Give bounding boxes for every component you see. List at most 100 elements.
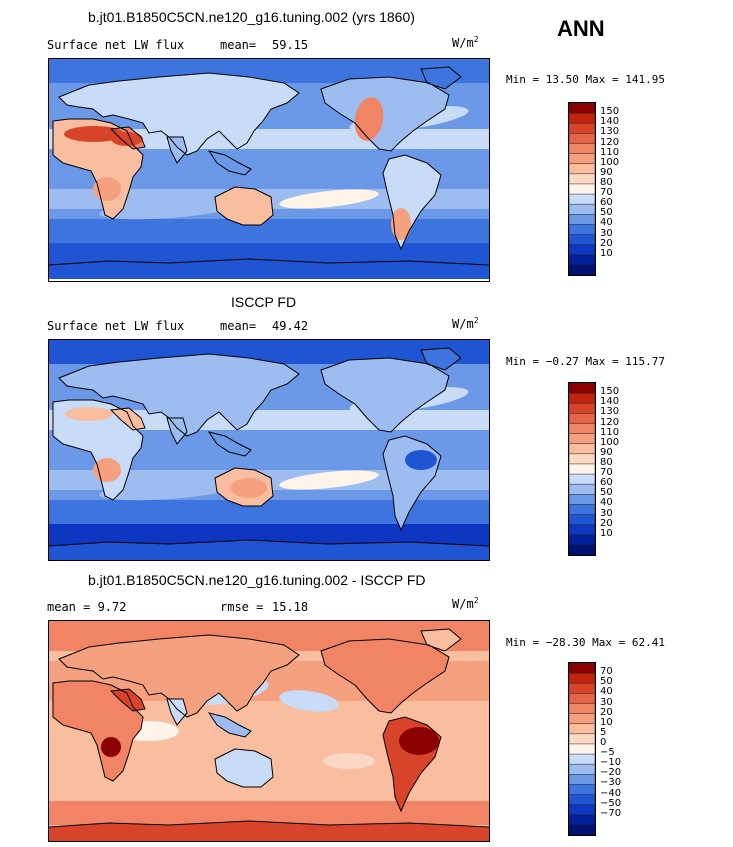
colorbar-swatch <box>569 402 595 415</box>
land-field-antarctica <box>49 821 489 841</box>
colorbar-swatch <box>569 214 595 226</box>
coastline-greenland <box>420 66 462 90</box>
colorbar-swatch <box>569 383 595 394</box>
colorbar-swatch <box>569 244 595 256</box>
field-band <box>49 59 489 83</box>
colorbar-tick-label: −20 <box>600 767 622 779</box>
colorbar-swatch <box>569 423 595 435</box>
units-label: W/m2 <box>452 35 479 50</box>
colorbar-swatch <box>569 703 595 715</box>
map-plot <box>48 620 490 842</box>
colorbar-tick-label: 130 <box>600 126 620 138</box>
field-contour <box>99 198 239 220</box>
land-field-antarctica <box>49 259 489 279</box>
land-field-greenland <box>421 629 461 651</box>
colorbar-tick-label: −10 <box>600 757 622 769</box>
coastline-australia <box>214 467 274 507</box>
colorbar-tick-label: 70 <box>600 666 613 678</box>
colorbar-swatch <box>569 254 595 266</box>
colorbar-tick-label: 30 <box>600 507 613 519</box>
land-field-eurasia <box>59 635 299 717</box>
stat-value: 49.42 <box>272 319 309 333</box>
colorbar-tick-label: 50 <box>600 676 613 688</box>
colorbar-tick-label: 90 <box>600 446 613 458</box>
map-plot <box>48 339 490 561</box>
colorbar-swatch <box>569 264 595 275</box>
stat-value: 59.15 <box>272 38 309 52</box>
colorbar-swatch <box>569 112 595 125</box>
coastline-seasia <box>207 431 252 457</box>
colorbar-swatch <box>569 784 595 796</box>
coastline-australia <box>214 748 274 788</box>
land-field-arabia <box>111 408 145 430</box>
colorbar-swatch <box>569 392 595 405</box>
colorbar-swatch <box>569 504 595 516</box>
colorbar-tick-label: 20 <box>600 517 613 529</box>
units-label: W/m2 <box>452 596 479 611</box>
colorbar-swatch <box>569 774 595 786</box>
colorbar-tick-label: 10 <box>600 716 613 728</box>
colorbar-tick-label: 120 <box>600 416 620 428</box>
colorbar-tick-label: 90 <box>600 166 613 178</box>
colorbar-labels: 150 140 130 120 110 100 90 80 70 60 50 40 30 20 10 <box>600 102 640 274</box>
colorbar-tick-label: 40 <box>600 217 613 229</box>
colorbar-swatch <box>569 494 595 506</box>
colorbar-labels: 70 50 40 30 20 10 5 0 −5 −10 −20 −30 −40 −50 −70 <box>600 662 640 834</box>
field-contour <box>279 470 379 490</box>
colorbar-tick-label: 10 <box>600 247 613 259</box>
mean-label: mean = 9.72 <box>47 600 127 614</box>
colorbar-swatch <box>569 122 595 135</box>
colorbar-tick-label: 140 <box>600 396 620 408</box>
field-contour <box>99 479 239 501</box>
min-max-label: Min = −28.30 Max = 62.41 <box>506 636 665 649</box>
field-contour <box>391 208 411 240</box>
field-band <box>49 801 489 825</box>
coastline-africa <box>52 680 144 782</box>
variable-label: Surface net LW flux <box>47 38 185 52</box>
field-band <box>49 524 489 546</box>
stat-value: 15.18 <box>272 600 309 614</box>
field-contour <box>279 189 379 209</box>
colorbar-swatch <box>569 682 595 695</box>
colorbar-tick-label: 70 <box>600 187 613 199</box>
coastline-namerica <box>320 357 450 433</box>
coastline-eurasia <box>58 353 300 437</box>
coastline-africa <box>52 118 144 220</box>
colorbar-swatch <box>569 463 595 475</box>
land-field-seasia <box>209 151 251 175</box>
colorbar-labels: 150 140 130 120 110 100 90 80 70 60 50 40 30 20 10 <box>600 382 640 554</box>
field-contour <box>64 126 124 142</box>
colorbar-swatch <box>569 203 595 216</box>
colorbar-swatch <box>569 413 595 425</box>
colorbar-swatch <box>569 814 595 826</box>
land-field-australia <box>215 749 273 787</box>
colorbar-swatch <box>569 693 595 705</box>
colorbar-tick-label: 0 <box>600 736 607 748</box>
colorbar-swatch <box>569 193 595 206</box>
colorbar-tick-label: 60 <box>600 197 613 209</box>
colorbar-tick-label: 150 <box>600 106 620 118</box>
colorbar-tick-label: 50 <box>600 207 613 219</box>
colorbar-tick-label: 120 <box>600 136 620 148</box>
colorbar-tick-label: 80 <box>600 176 613 188</box>
land-field-antarctica <box>49 540 489 560</box>
min-max-label: Min = 13.50 Max = 141.95 <box>506 73 665 86</box>
colorbar-tick-label: 20 <box>600 237 613 249</box>
land-field-eurasia <box>59 354 299 436</box>
field-contour <box>323 753 375 769</box>
colorbar-swatch <box>569 713 595 725</box>
units-label: W/m2 <box>452 316 479 331</box>
field-contour <box>111 132 143 146</box>
colorbar-swatch <box>569 483 595 496</box>
colorbar-tick-label: 110 <box>600 146 620 158</box>
coastline-antarctica <box>49 820 489 828</box>
colorbar-swatch <box>569 743 595 755</box>
coastline-australia <box>214 186 274 226</box>
coastline-samerica <box>382 435 442 532</box>
coastline-samerica <box>382 716 442 813</box>
colorbar-swatch <box>569 153 595 165</box>
colorbar-tick-label: −50 <box>600 797 622 809</box>
land-field-seasia <box>209 713 251 737</box>
land-field-australia <box>215 187 273 225</box>
coastline-samerica <box>382 154 442 251</box>
